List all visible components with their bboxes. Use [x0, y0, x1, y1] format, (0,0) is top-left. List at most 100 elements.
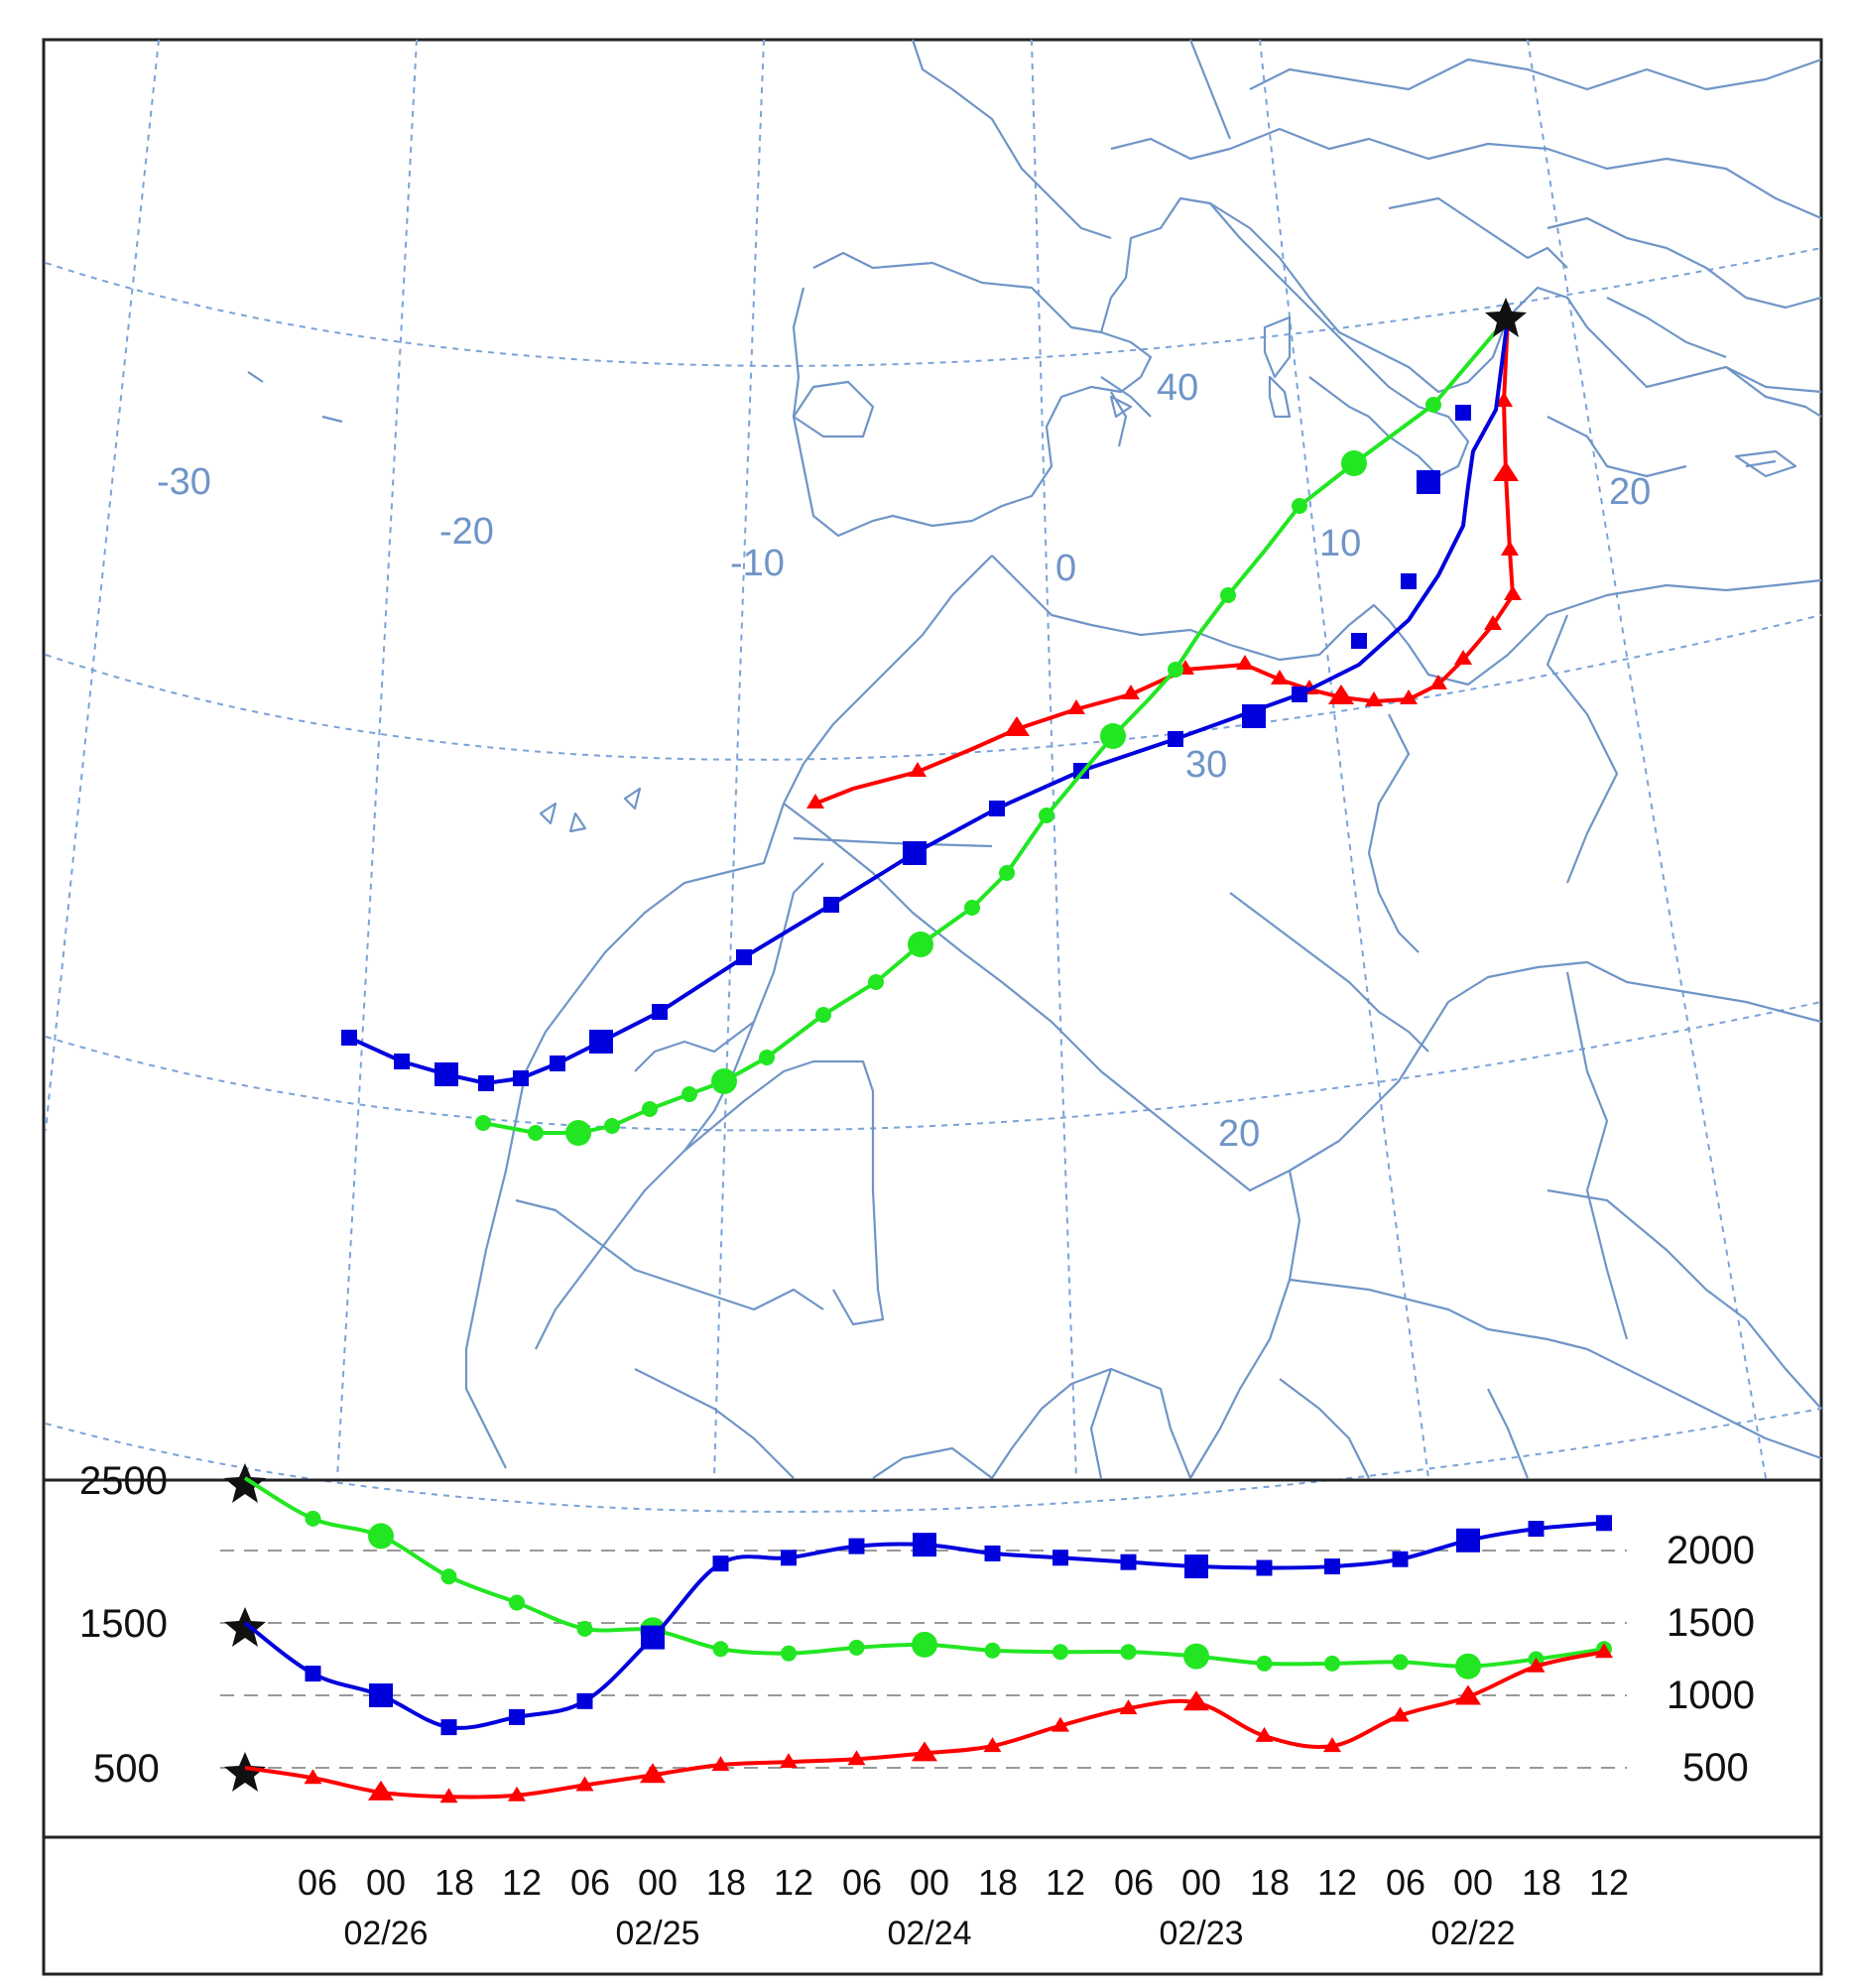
height-point-blue	[1392, 1551, 1409, 1567]
height-panel: 2500 1500 500 2000 1500 1000 500 06 00 1…	[79, 1459, 1755, 1952]
lat-label: 20	[1218, 1113, 1260, 1155]
lat-label: 40	[1157, 367, 1198, 409]
trajectory-red	[806, 316, 1522, 808]
height-point-red	[983, 1737, 1002, 1753]
circle-marker	[681, 1086, 697, 1102]
circle-marker	[1168, 662, 1183, 678]
coastlines	[247, 39, 1822, 1479]
height-point-green	[712, 1641, 729, 1658]
date-label: 02/25	[615, 1915, 699, 1952]
height-point-green	[848, 1639, 865, 1656]
square-marker	[550, 1056, 565, 1071]
trajectory-green-markers	[475, 397, 1441, 1146]
square-marker	[736, 949, 752, 965]
height-series	[243, 1476, 1613, 1803]
height-point-blue	[305, 1666, 321, 1682]
triangle-marker	[1365, 691, 1383, 706]
square-marker	[903, 841, 927, 865]
time-tick: 00	[910, 1862, 949, 1903]
height-point-red	[847, 1750, 866, 1766]
circle-marker	[999, 865, 1015, 881]
triangle-marker	[1400, 689, 1418, 704]
square-marker	[652, 1004, 668, 1020]
lat-label: 30	[1185, 744, 1227, 786]
height-point-blue	[369, 1683, 393, 1707]
square-marker	[1351, 633, 1367, 649]
trajectory-blue-markers	[341, 405, 1471, 1091]
triangle-marker	[1236, 655, 1254, 670]
triangle-marker	[1004, 716, 1030, 736]
height-point-green	[1324, 1655, 1340, 1672]
height-point-blue	[576, 1692, 593, 1709]
figure-frame	[42, 38, 1823, 1976]
time-tick: 06	[842, 1862, 882, 1903]
height-point-blue	[913, 1533, 936, 1557]
trajectory-red-markers	[806, 392, 1522, 808]
triangle-marker	[1493, 461, 1519, 481]
triangle-marker	[909, 762, 927, 777]
height-point-blue	[848, 1538, 865, 1554]
date-label: 02/26	[343, 1915, 428, 1952]
circle-marker	[604, 1118, 620, 1134]
lon-label: 0	[1055, 548, 1076, 589]
circle-marker	[815, 1007, 831, 1023]
height-point-green	[1455, 1653, 1481, 1679]
height-point-blue	[1120, 1553, 1137, 1570]
square-marker	[1401, 573, 1417, 589]
time-tick: 00	[366, 1862, 406, 1903]
triangle-marker	[1122, 684, 1140, 699]
time-tick: 00	[1181, 1862, 1221, 1903]
height-point-red	[780, 1753, 798, 1769]
time-tick: 06	[1386, 1862, 1425, 1903]
circle-marker	[475, 1115, 491, 1131]
time-tick: 12	[1317, 1862, 1357, 1903]
date-label: 02/23	[1159, 1915, 1243, 1952]
square-marker	[1292, 686, 1307, 702]
height-point-red	[368, 1780, 394, 1801]
latitude-grid	[45, 247, 1822, 1513]
height-point-green	[781, 1645, 797, 1662]
height-point-blue	[440, 1719, 457, 1736]
height-point-red	[439, 1788, 458, 1803]
right-label-1000: 1000	[1667, 1674, 1755, 1717]
time-tick: 18	[1522, 1862, 1561, 1903]
circle-marker	[908, 932, 933, 957]
triangle-marker	[1328, 684, 1354, 704]
star-icon	[1485, 298, 1527, 337]
square-marker	[513, 1070, 529, 1086]
right-label-1500: 1500	[1667, 1601, 1755, 1645]
time-tick: 18	[978, 1862, 1018, 1903]
trajectory-blue	[341, 316, 1510, 1091]
square-marker	[478, 1075, 494, 1091]
height-point-red	[1455, 1684, 1481, 1705]
height-point-blue	[1256, 1559, 1273, 1576]
circle-marker	[964, 900, 980, 916]
trajectory-green	[475, 315, 1510, 1146]
circle-marker	[1220, 587, 1236, 603]
height-point-blue	[509, 1708, 525, 1725]
star-icon	[224, 1463, 266, 1503]
time-tick: 00	[638, 1862, 678, 1903]
triangle-marker	[806, 794, 824, 808]
square-marker	[1168, 731, 1183, 747]
height-point-red	[1391, 1706, 1410, 1722]
lon-label: -20	[439, 511, 494, 553]
lon-label: 10	[1319, 523, 1361, 564]
height-point-blue	[1052, 1550, 1068, 1566]
square-marker	[394, 1054, 410, 1069]
height-point-blue	[1184, 1554, 1208, 1579]
star-icon	[224, 1752, 266, 1792]
triangle-marker	[1495, 392, 1513, 407]
right-label-500: 500	[1682, 1746, 1749, 1790]
circle-marker	[1039, 808, 1054, 823]
circle-marker	[1425, 397, 1441, 413]
height-point-red	[1255, 1726, 1274, 1742]
height-point-red	[1323, 1737, 1341, 1753]
time-tick: 12	[774, 1862, 813, 1903]
height-point-red	[711, 1756, 730, 1772]
height-point-green	[984, 1642, 1001, 1659]
time-tick: 12	[502, 1862, 542, 1903]
height-point-green	[1183, 1643, 1209, 1670]
longitude-labels: -30 -20 -10 0 10 20	[157, 461, 1651, 589]
